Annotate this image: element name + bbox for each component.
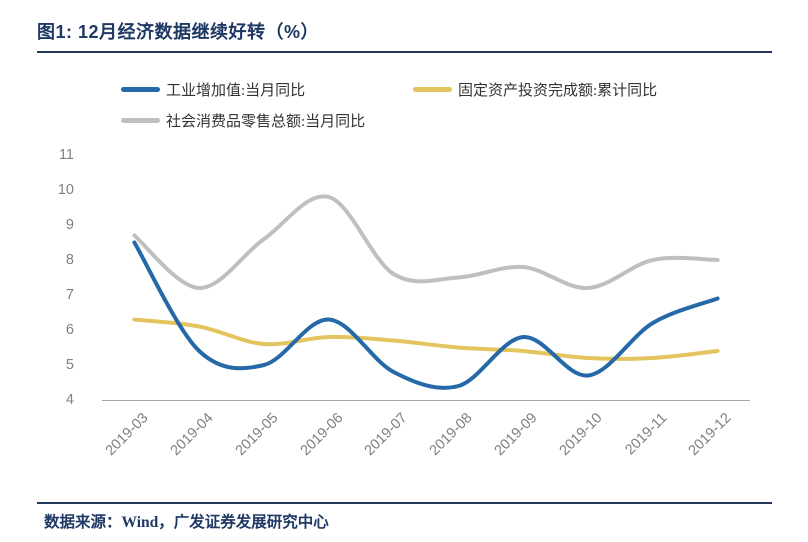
x-axis-line xyxy=(102,400,750,402)
legend-line-swatch xyxy=(413,87,452,92)
title-divider xyxy=(37,51,772,53)
legend-item-0: 工业增加值:当月同比 xyxy=(121,82,306,99)
series-line-2 xyxy=(132,194,720,291)
data-source-text: 数据来源：Wind，广发证券发展研究中心 xyxy=(44,514,329,531)
y-tick-label: 5 xyxy=(65,357,74,373)
legend-line-swatch xyxy=(121,118,160,123)
legend-line-swatch xyxy=(121,87,160,92)
y-tick-label: 10 xyxy=(57,182,74,198)
series-line-0 xyxy=(132,240,720,390)
legend-label: 固定资产投资完成额:累计同比 xyxy=(458,83,658,99)
y-tick-label: 8 xyxy=(65,252,74,268)
y-tick-label: 4 xyxy=(65,392,74,408)
legend-label: 工业增加值:当月同比 xyxy=(166,83,306,99)
legend-item-2: 社会消费品零售总额:当月同比 xyxy=(121,113,366,130)
series-line-1 xyxy=(132,317,720,361)
legend-item-1: 固定资产投资完成额:累计同比 xyxy=(413,82,658,99)
legend-label: 社会消费品零售总额:当月同比 xyxy=(166,114,366,130)
y-tick-label: 9 xyxy=(65,217,74,233)
y-tick-label: 6 xyxy=(65,322,74,338)
footer-divider xyxy=(37,502,772,504)
y-tick-label: 11 xyxy=(58,147,74,163)
figure-title: 图1: 12月经济数据继续好转（%） xyxy=(37,22,320,42)
y-tick-label: 7 xyxy=(65,287,74,303)
